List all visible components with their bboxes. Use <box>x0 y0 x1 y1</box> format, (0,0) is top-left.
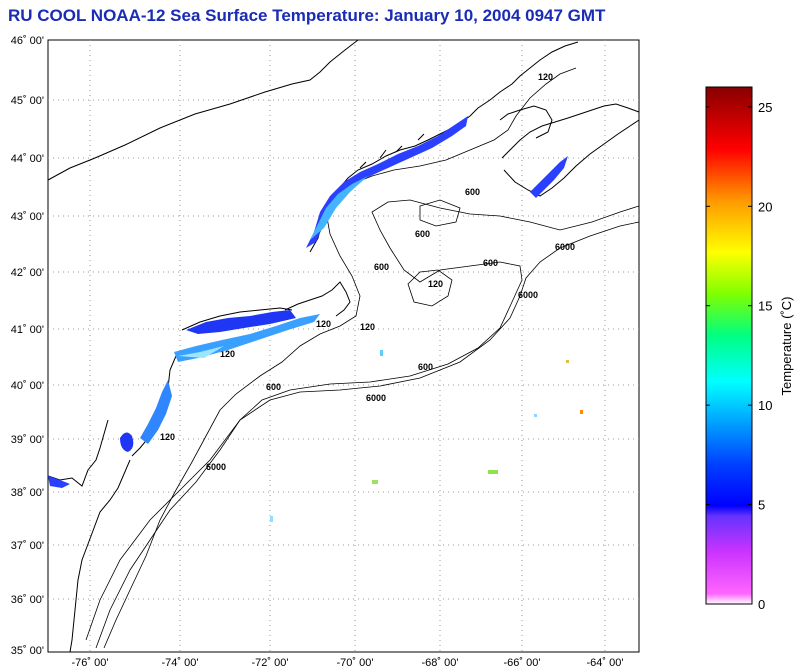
lat-tick-label: 41˚ 00' <box>11 324 44 336</box>
contour-label: 600 <box>465 187 480 197</box>
sst-offshore-green-pixel-2 <box>372 480 378 484</box>
lat-tick-label: 38˚ 00' <box>11 487 44 499</box>
georges-bank-contour <box>407 269 453 307</box>
lat-tick-label: 46˚ 00' <box>11 35 44 47</box>
sst-offshore-cyan-pixel <box>380 350 383 356</box>
contour-label: 120 <box>220 349 235 359</box>
contour-label: 120 <box>316 319 331 329</box>
colorbar-ticks: 0 5 10 15 20 25 <box>706 100 772 612</box>
lon-tick-label: -66˚ 00' <box>504 657 541 669</box>
bathymetry-contours <box>85 67 640 649</box>
colorbar-tick-label: 25 <box>758 100 772 115</box>
sst-offshore-warm-pixel <box>580 410 583 414</box>
us-canada-border <box>47 39 359 181</box>
contour-label: 6000 <box>206 462 226 472</box>
contour-label: 600 <box>415 229 430 239</box>
lat-tick-label: 43˚ 00' <box>11 211 44 223</box>
contour-label: 600 <box>374 262 389 272</box>
lat-tick-label: 44˚ 00' <box>11 153 44 165</box>
lat-tick-label: 37˚ 00' <box>11 540 44 552</box>
sst-offshore-yellow-pixel <box>566 360 569 363</box>
colorbar-tick-label: 20 <box>758 199 772 214</box>
lon-tick-label: -68˚ 00' <box>422 657 459 669</box>
lon-tick-label: -70˚ 00' <box>337 657 374 669</box>
longitude-axis: -76˚ 00' -74˚ 00' -72˚ 00' -70˚ 00' -68˚… <box>72 657 624 669</box>
contour-6000m <box>85 221 640 641</box>
lat-tick-label: 35˚ 00' <box>11 645 44 657</box>
contour-label: 120 <box>538 72 553 82</box>
cape-cod-coast <box>284 281 351 317</box>
nova-scotia-coast <box>501 103 640 159</box>
contour-label: 120 <box>360 322 375 332</box>
sst-delaware-bay <box>120 432 134 452</box>
sst-south-shore-light <box>178 346 224 358</box>
gulf-of-maine-basin <box>419 199 461 227</box>
colorbar-gradient <box>705 86 753 605</box>
colorbar-title: Temperature (˚C) <box>779 297 794 396</box>
delmarva-coast <box>69 459 131 653</box>
map-plot-area <box>47 39 640 653</box>
sst-offshore-cyan-pixel-2 <box>270 516 273 522</box>
colorbar-tick-label: 15 <box>758 299 772 314</box>
contour-label: 600 <box>483 258 498 268</box>
lat-tick-label: 39˚ 00' <box>11 434 44 446</box>
sst-maine-coastal-strip <box>306 116 468 248</box>
sst-chesapeake-mouth <box>48 476 70 488</box>
contour-label: 6000 <box>555 242 575 252</box>
chesapeake-west-shore <box>47 419 109 487</box>
contour-600m <box>95 199 640 649</box>
sst-nj-coast <box>140 380 172 444</box>
colorbar-tick-label: 10 <box>758 398 772 413</box>
nova-scotia-south-shore <box>503 119 640 197</box>
contour-label: 600 <box>266 382 281 392</box>
lon-tick-label: -76˚ 00' <box>72 657 109 669</box>
lat-tick-label: 36˚ 00' <box>11 594 44 606</box>
bay-of-fundy <box>499 105 553 139</box>
graticule <box>48 40 639 652</box>
sst-nova-scotia-strip <box>530 156 568 198</box>
contour-label: 6000 <box>366 393 386 403</box>
lat-tick-label: 42˚ 00' <box>11 267 44 279</box>
sst-maine-coastal-light <box>310 176 368 240</box>
lon-tick-label: -74˚ 00' <box>162 657 199 669</box>
contour-label: 120 <box>160 432 175 442</box>
sst-offshore-green-pixel <box>488 470 498 474</box>
contour-label: 600 <box>418 362 433 372</box>
maine-islands <box>359 133 425 169</box>
lat-tick-label: 45˚ 00' <box>11 95 44 107</box>
colorbar: 0 5 10 15 20 25 Temperature (˚C) <box>705 86 794 612</box>
sst-data <box>48 116 583 522</box>
lat-tick-label: 40˚ 00' <box>11 380 44 392</box>
colorbar-tick-label: 0 <box>758 597 765 612</box>
sst-long-island-sound <box>186 310 296 334</box>
map-title: RU COOL NOAA-12 Sea Surface Temperature:… <box>8 6 606 25</box>
lon-tick-label: -64˚ 00' <box>587 657 624 669</box>
contour-label: 120 <box>428 279 443 289</box>
lon-tick-label: -72˚ 00' <box>252 657 289 669</box>
contour-120m <box>103 67 577 649</box>
latitude-axis: 46˚ 00' 45˚ 00' 44˚ 00' 43˚ 00' 42˚ 00' … <box>11 35 44 657</box>
contour-labels: 120 600 600 6000 600 120 600 120 6000 12… <box>160 72 575 472</box>
colorbar-tick-label: 5 <box>758 498 765 513</box>
long-island-coast <box>181 307 293 331</box>
sst-offshore-pixel <box>534 414 537 417</box>
contour-label: 6000 <box>518 290 538 300</box>
